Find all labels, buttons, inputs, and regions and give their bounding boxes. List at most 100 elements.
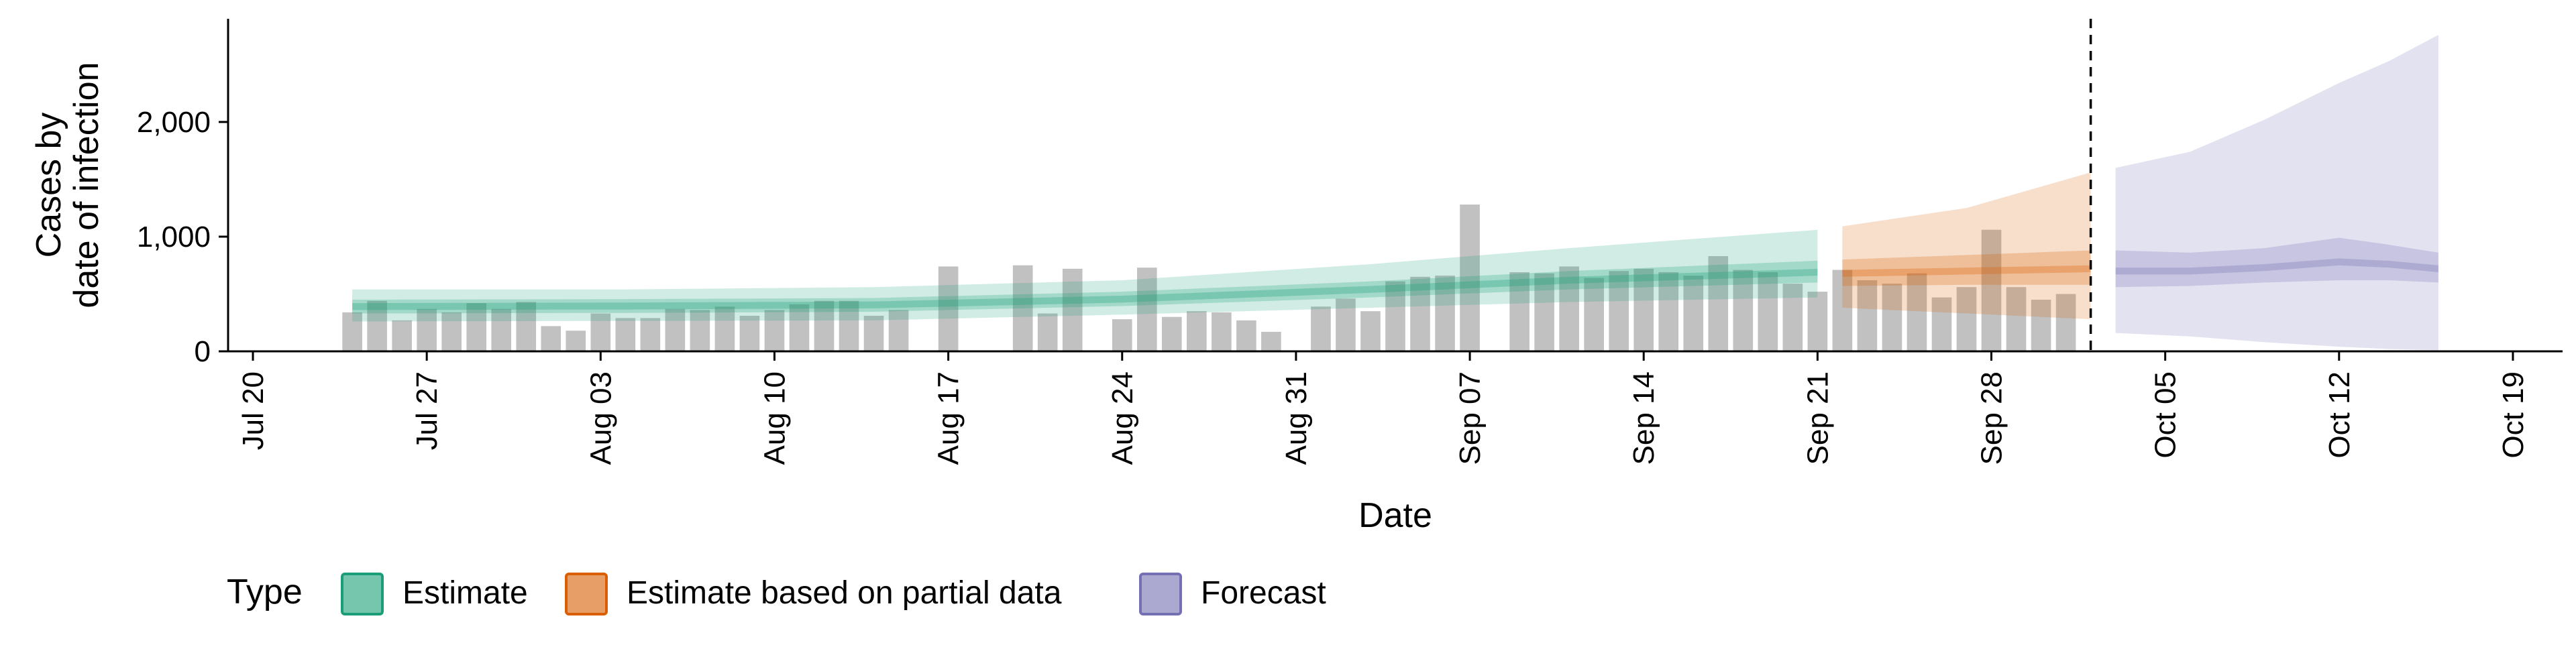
bar	[615, 318, 636, 351]
x-tick-label: Aug 03	[584, 371, 617, 465]
bar	[1882, 284, 1902, 351]
bar	[1584, 278, 1604, 351]
bar	[1162, 316, 1182, 351]
bar	[888, 310, 909, 351]
bar	[367, 300, 387, 351]
y-axis-title-line1: Cases by	[30, 113, 68, 258]
legend-label-0: Estimate	[402, 575, 528, 611]
legend-label-1: Estimate based on partial data	[627, 575, 1062, 611]
bar	[1609, 271, 1629, 351]
bar	[1832, 270, 1853, 351]
bar	[839, 300, 859, 351]
x-tick-label: Oct 12	[2323, 371, 2356, 459]
bar	[1212, 312, 1232, 351]
band-median-1	[1842, 265, 2091, 277]
x-tick-label: Sep 14	[1627, 371, 1660, 465]
bar	[1758, 272, 1778, 351]
bar	[814, 300, 835, 351]
bar	[1037, 313, 1058, 351]
bar	[714, 306, 735, 351]
bar	[1236, 320, 1256, 351]
bar	[1782, 284, 1803, 351]
bar	[1683, 276, 1704, 351]
bar	[739, 315, 760, 351]
bar	[1311, 306, 1331, 351]
bar	[1807, 292, 1828, 351]
bar	[1857, 280, 1878, 351]
bar	[392, 320, 412, 351]
bar	[441, 312, 462, 351]
bar	[1460, 204, 1480, 351]
bar	[1559, 266, 1579, 351]
bar	[1012, 265, 1033, 351]
bar	[1658, 272, 1679, 351]
bar	[1410, 276, 1430, 351]
bar	[665, 308, 686, 351]
x-axis-title: Date	[1358, 496, 1432, 535]
x-tick-label: Aug 31	[1280, 371, 1313, 465]
x-tick-label: Sep 28	[1976, 371, 2008, 465]
bar	[789, 304, 810, 351]
bar	[1136, 268, 1157, 351]
bar	[1062, 268, 1083, 351]
bar	[2055, 294, 2076, 351]
bar	[1708, 256, 1729, 351]
bar	[1981, 229, 2002, 351]
legend-swatch-0	[341, 573, 384, 615]
bar	[640, 318, 661, 351]
bar	[491, 308, 512, 351]
bar	[516, 302, 537, 351]
x-tick-label: Oct 19	[2497, 371, 2530, 459]
bar	[1336, 298, 1356, 351]
bar	[1435, 276, 1455, 351]
bar	[541, 326, 561, 351]
bar	[466, 303, 487, 351]
bar	[1733, 270, 1754, 351]
bar	[417, 308, 437, 351]
bar	[2006, 287, 2027, 351]
band-inner-1	[1842, 250, 2091, 286]
bar	[590, 313, 611, 351]
bar	[938, 266, 959, 351]
bar	[1187, 311, 1207, 351]
band-median-0	[352, 268, 1818, 310]
x-tick-label: Aug 24	[1106, 371, 1139, 465]
legend-title: Type	[227, 573, 303, 611]
bar	[1509, 272, 1529, 351]
legend-swatch-1	[565, 573, 608, 615]
y-tick-label: 2,000	[137, 106, 211, 139]
y-tick-label: 1,000	[137, 221, 211, 253]
band-outer-1	[1842, 172, 2091, 320]
bar	[342, 312, 362, 351]
x-tick-label: Jul 20	[237, 371, 270, 450]
bar	[1534, 273, 1554, 351]
bar	[1633, 268, 1654, 351]
bar	[1385, 281, 1405, 351]
x-tick-label: Jul 27	[411, 371, 443, 450]
legend-label-2: Forecast	[1201, 575, 1326, 611]
bar	[1956, 287, 1977, 351]
bar	[1360, 311, 1381, 351]
band-inner-2	[2115, 237, 2438, 288]
band-inner-0	[352, 260, 1818, 314]
band-outer-0	[352, 229, 1818, 322]
bar	[1261, 331, 1281, 351]
bar	[1112, 319, 1132, 351]
x-tick-label: Sep 07	[1454, 371, 1487, 465]
bar	[863, 315, 884, 351]
band-outer-2	[2115, 34, 2438, 351]
band-median-2	[2115, 258, 2438, 275]
y-tick-label: 0	[195, 335, 211, 368]
bar	[1907, 273, 1927, 351]
bar	[2031, 300, 2051, 351]
legend-swatch-2	[1139, 573, 1182, 615]
x-tick-label: Oct 05	[2149, 371, 2182, 459]
x-tick-label: Sep 21	[1801, 371, 1834, 465]
bar	[690, 310, 710, 351]
bar	[764, 310, 785, 351]
bar	[566, 331, 586, 351]
x-tick-label: Aug 17	[932, 371, 965, 465]
y-axis-title-line2: date of infection	[67, 62, 106, 308]
